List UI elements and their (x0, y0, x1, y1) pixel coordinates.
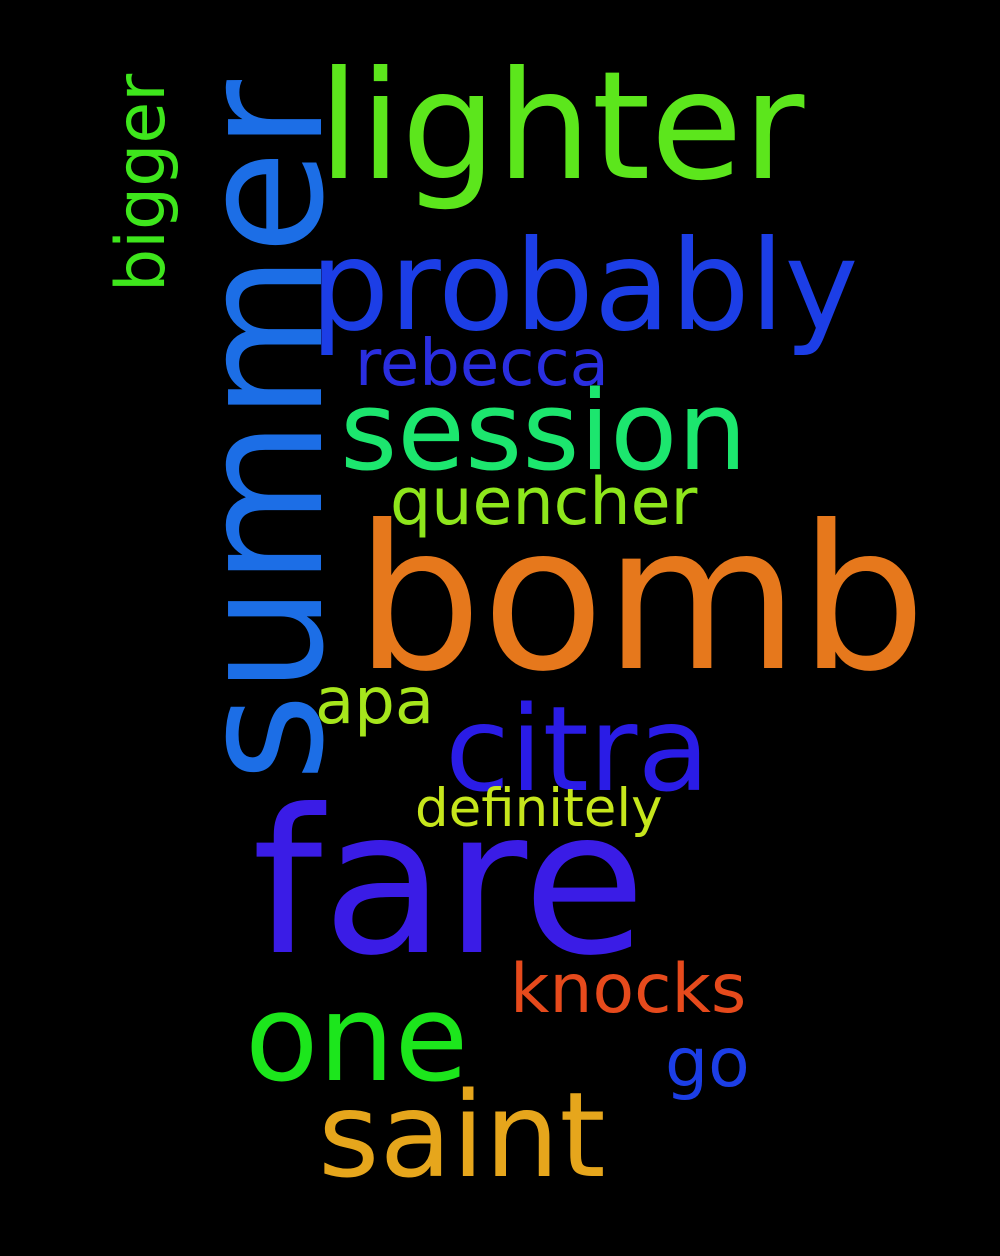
word-bigger: bigger (102, 73, 181, 292)
word-apa: apa (315, 665, 435, 739)
word-knocks: knocks (510, 950, 747, 1029)
word-quencher: quencher (390, 465, 698, 540)
word-session: session (340, 367, 748, 495)
word-one: one (245, 970, 469, 1109)
word-rebecca: rebecca (355, 327, 609, 401)
word-go: go (665, 1024, 750, 1103)
word-lighter: lighter (318, 40, 805, 214)
word-probably: probably (310, 214, 859, 359)
word-definitely: definitely (415, 778, 663, 839)
word-saint: saint (318, 1066, 606, 1204)
word-bomb: bomb (355, 483, 927, 716)
word-fare: fare (252, 767, 646, 1000)
word-citra: citra (445, 680, 710, 818)
